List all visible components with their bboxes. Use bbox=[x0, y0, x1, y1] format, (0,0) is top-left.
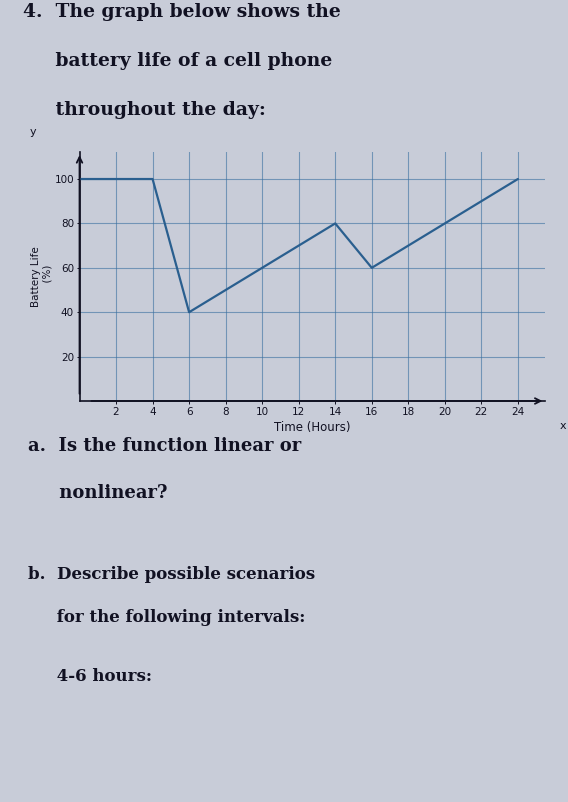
Text: 4-6 hours:: 4-6 hours: bbox=[28, 668, 152, 686]
Text: throughout the day:: throughout the day: bbox=[23, 101, 266, 119]
Text: x: x bbox=[559, 421, 566, 431]
Text: nonlinear?: nonlinear? bbox=[28, 484, 168, 502]
Text: b.  Describe possible scenarios: b. Describe possible scenarios bbox=[28, 566, 316, 583]
Y-axis label: Battery Life
  (%): Battery Life (%) bbox=[31, 246, 53, 307]
Text: a.  Is the function linear or: a. Is the function linear or bbox=[28, 436, 302, 455]
Text: for the following intervals:: for the following intervals: bbox=[28, 610, 306, 626]
Text: battery life of a cell phone: battery life of a cell phone bbox=[23, 52, 332, 70]
Text: y: y bbox=[30, 128, 36, 137]
X-axis label: Time (Hours): Time (Hours) bbox=[274, 421, 350, 434]
Text: 4.  The graph below shows the: 4. The graph below shows the bbox=[23, 3, 340, 21]
